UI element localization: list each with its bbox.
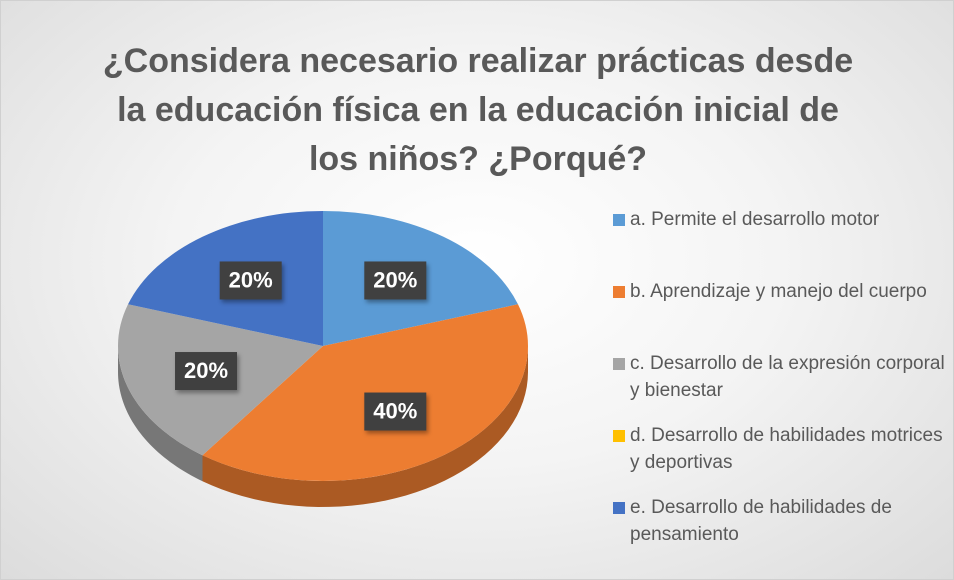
legend-swatch <box>613 430 625 442</box>
legend-label: c. Desarrollo de la expresión corporal y… <box>630 353 945 401</box>
data-label-box <box>364 261 427 300</box>
slice-side <box>118 346 203 482</box>
data-label: 20% <box>229 267 273 292</box>
legend: a. Permite el desarrollo motor b. Aprendi… <box>613 206 948 566</box>
data-label-box <box>219 261 282 300</box>
data-label: 20% <box>373 267 417 292</box>
legend-label: b. Aprendizaje y manejo del cuerpo <box>630 281 927 302</box>
data-label: 20% <box>184 358 228 383</box>
slice-side <box>202 346 528 507</box>
data-label-box <box>364 392 427 431</box>
legend-label: a. Permite el desarrollo motor <box>630 209 880 230</box>
chart-title: ¿Considera necesario realizar prácticas … <box>102 42 854 178</box>
legend-label: d. Desarrollo de habilidades motrices y … <box>630 425 943 473</box>
legend-entry: b. Aprendizaje y manejo del cuerpo <box>613 278 948 350</box>
legend-entry: c. Desarrollo de la expresión corporal y… <box>613 350 948 422</box>
legend-entry: d. Desarrollo de habilidades motrices y … <box>613 422 948 494</box>
legend-swatch <box>613 214 625 226</box>
legend-swatch <box>613 358 625 370</box>
data-label: 40% <box>373 398 417 423</box>
legend-swatch <box>613 286 625 298</box>
data-label-box <box>175 352 238 391</box>
legend-swatch <box>613 502 625 514</box>
legend-label: e. Desarrollo de habilidades de pensamie… <box>630 497 892 545</box>
legend-entry: a. Permite el desarrollo motor <box>613 206 948 278</box>
legend-entry: e. Desarrollo de habilidades de pensamie… <box>613 494 948 566</box>
